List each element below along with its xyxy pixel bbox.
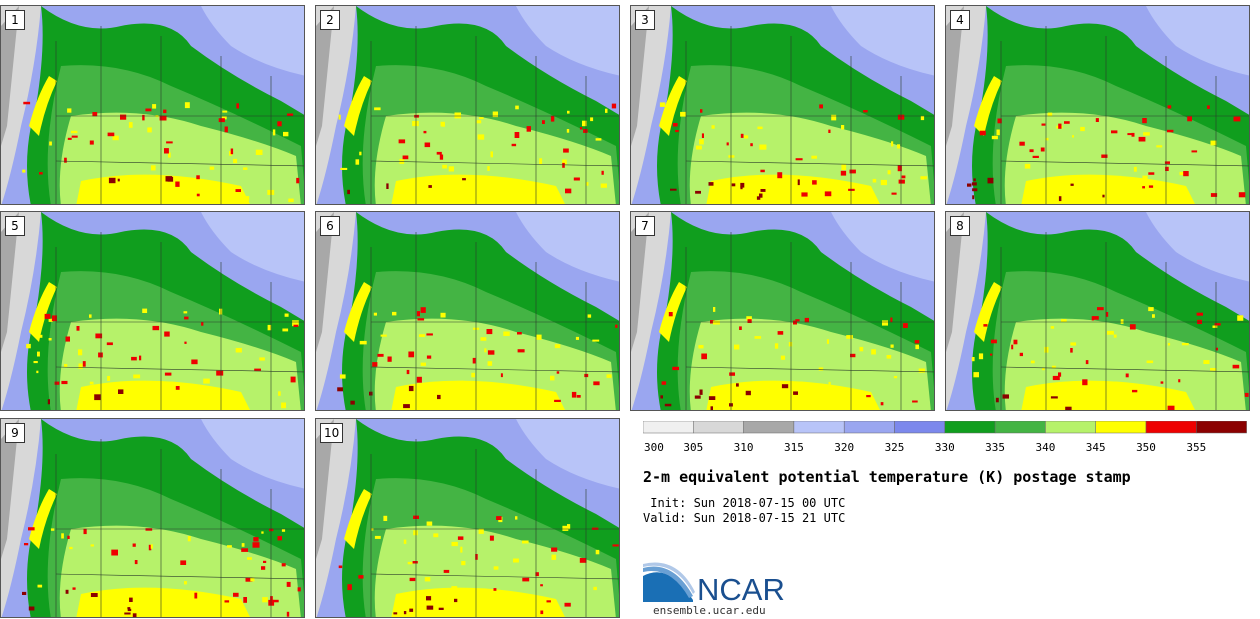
- colorbar-swatch: [693, 421, 744, 434]
- init-time: Init: Sun 2018-07-15 00 UTC: [643, 496, 846, 510]
- colorbar-tick-label: 345: [1086, 441, 1106, 454]
- colorbar-tick-label: 305: [683, 441, 703, 454]
- member-number: 3: [635, 10, 655, 30]
- colorbar-tick-label: 330: [935, 441, 955, 454]
- member-number: 9: [5, 423, 25, 443]
- colorbar-tick-label: 355: [1186, 441, 1206, 454]
- member-number: 10: [320, 423, 344, 443]
- member-number: 1: [5, 10, 25, 30]
- colorbar-swatch: [1145, 421, 1197, 434]
- logo-text: NCAR: [697, 572, 785, 604]
- colorbar-legend: 300 305 310 315 320 325 330 335 340 345 350 355: [643, 421, 1247, 454]
- colorbar-tick-label: 335: [985, 441, 1005, 454]
- colorbar-swatch: [944, 421, 996, 434]
- colorbar-tick-label: 340: [1035, 441, 1055, 454]
- member-number: 4: [950, 10, 970, 30]
- colorbar-tick-label: 300: [644, 441, 664, 454]
- ensemble-member-map: 4: [945, 5, 1250, 205]
- ncar-logo: NCAR: [643, 562, 785, 604]
- figure-title: 2-m equivalent potential temperature (K)…: [643, 468, 1131, 486]
- colorbar-tick-label: 310: [734, 441, 754, 454]
- ensemble-member-map: 8: [945, 211, 1250, 411]
- colorbar-swatch: [894, 421, 946, 434]
- member-number: 5: [5, 216, 25, 236]
- colorbar-swatch: [994, 421, 1046, 434]
- colorbar-tick-label: 350: [1136, 441, 1156, 454]
- colorbar-swatch: [1095, 421, 1147, 434]
- member-number: 2: [320, 10, 340, 30]
- colorbar-tick-label: 325: [885, 441, 905, 454]
- member-number: 8: [950, 216, 970, 236]
- site-url: ensemble.ucar.edu: [653, 604, 766, 617]
- colorbar-tick-label: 315: [784, 441, 804, 454]
- colorbar-swatch: [643, 421, 694, 434]
- colorbar-swatch: [1045, 421, 1096, 434]
- ensemble-member-map: 9: [0, 418, 305, 618]
- colorbar-swatch: [743, 421, 795, 434]
- ensemble-member-map: 10: [315, 418, 620, 618]
- member-number: 7: [635, 216, 655, 236]
- colorbar-swatch: [1196, 421, 1247, 434]
- colorbar-tick-label: 320: [834, 441, 854, 454]
- colorbar-swatch: [793, 421, 845, 434]
- ensemble-member-map: 6: [315, 211, 620, 411]
- valid-time: Valid: Sun 2018-07-15 21 UTC: [643, 511, 846, 525]
- colorbar-swatch: [843, 421, 895, 434]
- ensemble-member-map: 5: [0, 211, 305, 411]
- ensemble-member-map: 1: [0, 5, 305, 205]
- ensemble-member-map: 3: [630, 5, 935, 205]
- member-number: 6: [320, 216, 340, 236]
- ensemble-member-map: 7: [630, 211, 935, 411]
- ensemble-member-map: 2: [315, 5, 620, 205]
